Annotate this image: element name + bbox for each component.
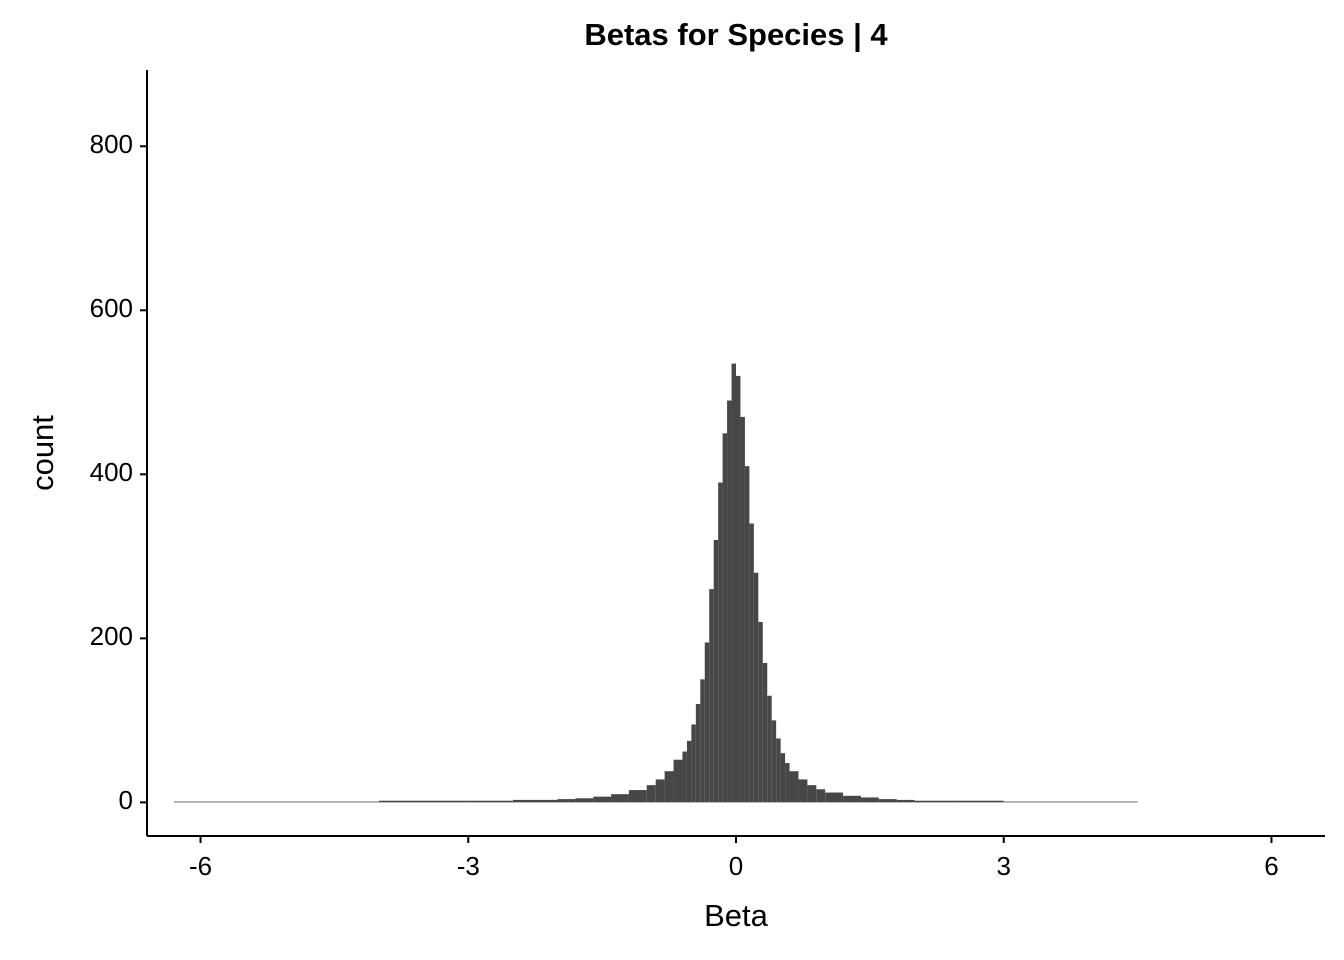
bar	[173, 801, 290, 803]
bar	[767, 695, 772, 803]
bar	[740, 416, 745, 803]
bar	[628, 790, 647, 803]
bar	[713, 539, 719, 803]
bar	[593, 796, 612, 803]
bar	[646, 785, 656, 803]
bar	[686, 740, 692, 803]
bar	[789, 771, 799, 803]
bar	[727, 400, 732, 803]
bar	[700, 679, 705, 803]
y-tick-label: 800	[90, 129, 133, 159]
bar	[798, 779, 808, 803]
bar	[1003, 801, 1093, 803]
bar	[722, 433, 728, 803]
bar	[843, 795, 861, 803]
bar	[860, 797, 879, 803]
y-tick-label: 400	[90, 457, 133, 487]
bar	[289, 801, 380, 803]
x-tick-label: 3	[996, 851, 1010, 881]
x-tick-label: -3	[457, 851, 480, 881]
bar	[816, 789, 826, 803]
y-tick-label: 200	[90, 621, 133, 651]
bar	[557, 799, 576, 803]
bar	[744, 466, 750, 803]
bar	[736, 375, 741, 803]
bar	[825, 792, 844, 803]
bar	[753, 572, 759, 803]
bar	[575, 798, 594, 803]
y-tick-label: 0	[119, 785, 133, 815]
bar	[379, 800, 469, 803]
x-axis-label: Beta	[704, 898, 769, 933]
bar	[959, 800, 1004, 803]
bar	[673, 759, 683, 803]
bar	[776, 738, 781, 803]
bar	[896, 799, 915, 803]
x-tick-label: -6	[189, 851, 212, 881]
bar	[468, 800, 513, 803]
y-tick-label: 600	[90, 293, 133, 323]
bar	[704, 642, 710, 803]
bar	[914, 800, 960, 803]
bar	[749, 523, 754, 803]
bar	[807, 785, 817, 803]
bar	[691, 724, 696, 803]
chart-title: Betas for Species | 4	[584, 17, 888, 52]
x-tick-label: 0	[729, 851, 743, 881]
bar	[1092, 801, 1138, 803]
bar	[655, 779, 665, 803]
bar	[771, 720, 777, 803]
bar	[762, 662, 768, 803]
bar	[780, 753, 786, 803]
bar	[785, 763, 790, 803]
bar	[664, 771, 674, 803]
bar	[695, 703, 701, 803]
bar	[512, 799, 558, 803]
y-axis-label: count	[25, 415, 60, 491]
bar	[718, 482, 723, 803]
x-tick-label: 6	[1264, 851, 1278, 881]
bar	[758, 621, 763, 803]
bar	[731, 363, 736, 803]
bar	[682, 751, 687, 803]
bar	[611, 794, 629, 803]
bar	[878, 799, 897, 803]
bar	[709, 589, 714, 803]
